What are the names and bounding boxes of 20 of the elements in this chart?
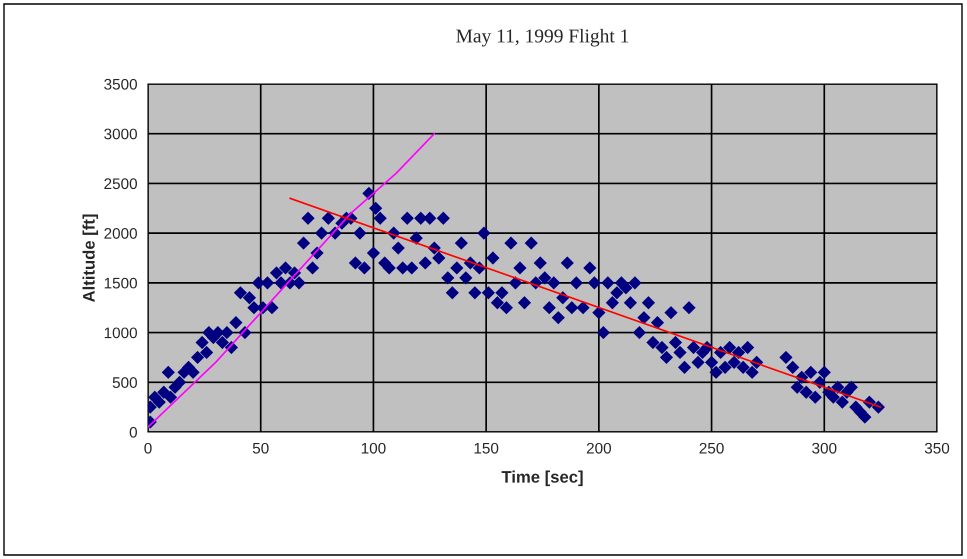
y-tick-label: 1000 <box>104 327 137 338</box>
line-series <box>148 132 436 428</box>
x-tick-label: 250 <box>700 442 724 454</box>
x-tick-label: 300 <box>812 442 836 454</box>
y-axis-title: Altitude [ft] <box>82 214 98 302</box>
y-tick-label: 1500 <box>104 278 137 289</box>
x-tick-label: 50 <box>252 442 269 454</box>
x-tick-label: 200 <box>586 442 612 454</box>
y-tick-label: 3500 <box>104 78 137 90</box>
x-axis-title: Time [sec] <box>502 470 583 486</box>
x-tick-label: 100 <box>362 442 386 454</box>
chart-title: May 11, 1999 Flight 1 <box>456 28 628 47</box>
x-tick-label: 150 <box>474 442 498 454</box>
x-tick-label: 0 <box>144 442 152 454</box>
x-tick-label: 350 <box>924 442 950 454</box>
y-tick-label: 2000 <box>104 228 137 239</box>
y-tick-label: 3000 <box>104 128 137 140</box>
y-tick-label: 2500 <box>104 178 137 190</box>
y-tick-label: 0 <box>130 426 137 438</box>
y-tick-label: 500 <box>112 377 137 388</box>
